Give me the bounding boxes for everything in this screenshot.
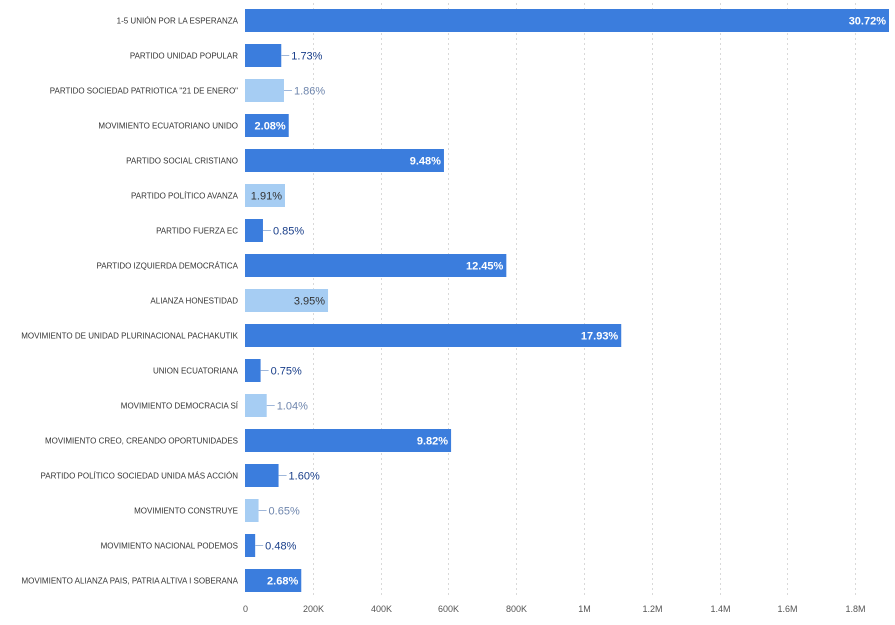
- bar[interactable]: [245, 44, 282, 67]
- bar[interactable]: [245, 289, 329, 312]
- x-tick-label: 1.4M: [710, 604, 730, 614]
- bar[interactable]: [245, 499, 259, 522]
- bar[interactable]: [245, 394, 267, 417]
- bar[interactable]: [245, 464, 279, 487]
- bar[interactable]: [245, 254, 507, 277]
- category-label: PARTIDO FUERZA EC: [156, 227, 238, 236]
- category-labels: 1-5 UNIÓN POR LA ESPERANZA PARTIDO UNIDAD…: [21, 17, 239, 586]
- category-label: MOVIMIENTO DE UNIDAD PLURINACIONAL PACHA…: [21, 332, 238, 341]
- x-tick-label: 1.6M: [777, 604, 797, 614]
- x-tick-label: 1M: [578, 604, 591, 614]
- data-label: 12.45%: [466, 261, 504, 273]
- bar[interactable]: [245, 534, 256, 557]
- data-label: 0.75%: [271, 366, 302, 378]
- category-label: UNION ECUATORIANA: [153, 367, 239, 376]
- category-label: MOVIMIENTO CONSTRUYE: [134, 507, 238, 516]
- data-label: 3.95%: [294, 296, 325, 308]
- bars: 30.72% 1.73% 1.86% 2.08% 9.48% 1.91% 0.85% 12.4…: [245, 9, 889, 592]
- bar[interactable]: [245, 9, 889, 32]
- data-label: 1.73%: [291, 51, 322, 63]
- category-label: MOVIMIENTO ALIANZA PAIS, PATRIA ALTIVA I…: [21, 577, 238, 586]
- category-label: MOVIMIENTO DEMOCRACIA SÍ: [121, 402, 239, 411]
- bar[interactable]: [245, 149, 444, 172]
- data-label: 9.48%: [410, 156, 441, 168]
- category-label: ALIANZA HONESTIDAD: [150, 297, 238, 306]
- category-label: PARTIDO POLÍTICO AVANZA: [131, 192, 239, 201]
- bar[interactable]: [245, 359, 261, 382]
- x-tick-label: 400K: [371, 604, 392, 614]
- category-label: PARTIDO SOCIEDAD PATRIOTICA "21 DE ENERO…: [50, 87, 238, 96]
- category-label: MOVIMIENTO CREO, CREANDO OPORTUNIDADES: [45, 437, 238, 446]
- x-tick-label: 1.2M: [642, 604, 662, 614]
- gridlines: [313, 3, 856, 598]
- category-label: PARTIDO UNIDAD POPULAR: [130, 52, 238, 61]
- data-label: 2.08%: [255, 121, 286, 133]
- data-label: 1.60%: [289, 471, 320, 483]
- x-axis-ticks: 0 200K 400K 600K 800K 1M 1.2M 1.4M 1.6M 1.8M: [243, 604, 866, 614]
- data-label: 9.82%: [417, 436, 448, 448]
- category-label: PARTIDO SOCIAL CRISTIANO: [126, 157, 238, 166]
- data-label: 0.65%: [269, 506, 300, 518]
- x-tick-label: 0: [243, 604, 248, 614]
- data-label: 1.86%: [294, 86, 325, 98]
- data-label: 1.04%: [277, 401, 308, 413]
- x-tick-label: 200K: [303, 604, 324, 614]
- bar[interactable]: [245, 324, 622, 347]
- data-label: 30.72%: [849, 16, 887, 28]
- bar[interactable]: [245, 219, 263, 242]
- data-label: 0.48%: [265, 541, 296, 553]
- x-tick-label: 1.8M: [845, 604, 865, 614]
- bar[interactable]: [245, 569, 302, 592]
- data-label: 2.68%: [267, 576, 298, 588]
- category-label: 1-5 UNIÓN POR LA ESPERANZA: [117, 17, 239, 26]
- category-label: PARTIDO POLÍTICO SOCIEDAD UNIDA MÁS ACCI…: [40, 472, 238, 481]
- x-tick-label: 800K: [506, 604, 527, 614]
- data-label: 1.91%: [251, 191, 282, 203]
- bar[interactable]: [245, 429, 452, 452]
- bar[interactable]: [245, 184, 285, 207]
- category-label: MOVIMIENTO NACIONAL PODEMOS: [101, 542, 238, 551]
- bar[interactable]: [245, 79, 284, 102]
- bar[interactable]: [245, 114, 289, 137]
- category-label: MOVIMIENTO ECUATORIANO UNIDO: [98, 122, 238, 131]
- data-label: 0.85%: [273, 226, 304, 238]
- category-label: PARTIDO IZQUIERDA DEMOCRÁTICA: [97, 262, 239, 271]
- x-tick-label: 600K: [438, 604, 459, 614]
- data-label: 17.93%: [581, 331, 619, 343]
